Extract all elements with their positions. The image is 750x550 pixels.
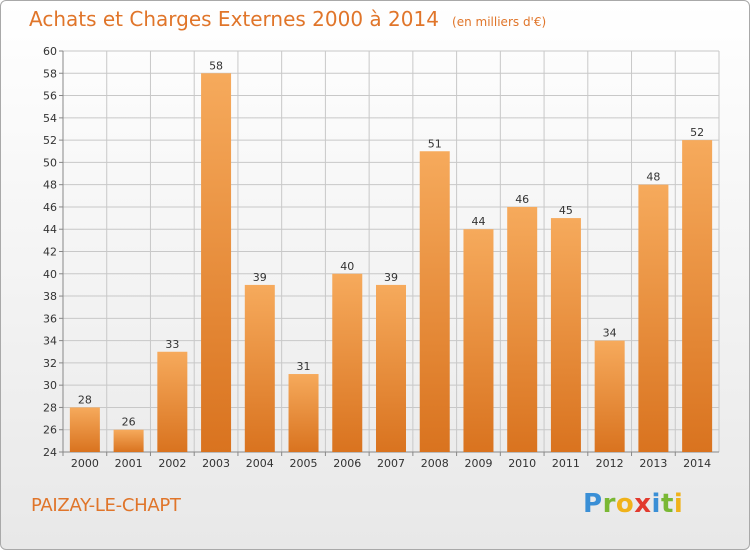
value-label-2013: 48	[646, 171, 660, 184]
y-tick-label: 60	[43, 45, 57, 58]
bar-2005	[288, 374, 319, 452]
y-tick-label: 58	[43, 67, 57, 80]
value-label-2000: 28	[78, 393, 92, 406]
bar-2004	[244, 284, 275, 452]
bar-2010	[507, 206, 538, 452]
bar-2008	[419, 151, 450, 452]
bars	[69, 73, 713, 453]
value-label-2008: 51	[428, 137, 442, 150]
value-label-2004: 39	[253, 271, 267, 284]
x-tick-label-2009: 2009	[464, 457, 492, 470]
x-tick-label-2008: 2008	[421, 457, 449, 470]
bar-2011	[550, 218, 581, 452]
chart-subtitle: (en milliers d'€)	[452, 15, 547, 29]
x-tick-label-2011: 2011	[552, 457, 580, 470]
logo-letter: i	[651, 489, 661, 519]
logo-letter: t	[660, 489, 674, 519]
x-tick-label-2000: 2000	[71, 457, 99, 470]
y-tick-label: 28	[43, 401, 57, 414]
x-tick-label-2010: 2010	[508, 457, 536, 470]
y-tick-label: 44	[43, 223, 57, 236]
x-tick-label-2012: 2012	[596, 457, 624, 470]
value-label-2001: 26	[122, 416, 136, 429]
value-label-2012: 34	[603, 327, 617, 340]
logo-letter: r	[602, 489, 616, 519]
x-tick-label-2003: 2003	[202, 457, 230, 470]
logo-letter: x	[634, 489, 652, 519]
y-tick-label: 50	[43, 156, 57, 169]
value-label-2009: 44	[471, 215, 485, 228]
x-tick-label-2006: 2006	[333, 457, 361, 470]
bar-2000	[69, 407, 100, 452]
labels: 24 26 28 30 32 34 36 38 40 42 44 46 48 50 52 54 56 58 60 28…	[43, 45, 711, 470]
y-tick-label: 56	[43, 90, 57, 103]
y-tick-label: 30	[43, 379, 57, 392]
value-label-2010: 46	[515, 193, 529, 206]
y-tick-label: 36	[43, 312, 57, 325]
y-tick-label: 40	[43, 268, 57, 281]
value-label-2011: 45	[559, 204, 573, 217]
logo-letter: i	[673, 489, 684, 519]
value-label-2006: 40	[340, 260, 354, 273]
y-tick-label: 32	[43, 357, 57, 370]
y-tick-label: 54	[43, 112, 57, 125]
bar-2007	[376, 284, 406, 452]
x-tick-label-2014: 2014	[683, 457, 711, 470]
bar-2013	[638, 184, 669, 452]
chart-title: Achats et Charges Externes 2000 à 2014	[29, 7, 439, 31]
logo-letter: P	[583, 489, 603, 519]
x-tick-label-2001: 2001	[115, 457, 143, 470]
y-tick-label: 34	[43, 335, 57, 348]
location-name: PAIZAY-LE-CHAPT	[31, 495, 181, 516]
bar-2001	[113, 429, 144, 452]
y-tick-label: 42	[43, 246, 57, 259]
x-tick-label-2007: 2007	[377, 457, 405, 470]
value-label-2014: 52	[690, 126, 704, 139]
y-tick-label: 48	[43, 179, 57, 192]
y-tick-label: 52	[43, 134, 57, 147]
bar-2009	[463, 229, 494, 452]
y-tick-label: 38	[43, 290, 57, 303]
y-tick-label: 24	[43, 446, 57, 459]
proxiti-logo: Proxiti	[583, 489, 683, 519]
bar-2012	[594, 340, 625, 452]
value-label-2003: 58	[209, 59, 223, 72]
bar-2003	[201, 73, 232, 453]
x-tick-label-2004: 2004	[246, 457, 274, 470]
value-label-2005: 31	[297, 360, 311, 373]
value-label-2007: 39	[384, 271, 398, 284]
x-tick-label-2002: 2002	[158, 457, 186, 470]
y-tick-label: 26	[43, 424, 57, 437]
bar-2014	[682, 140, 713, 452]
chart-title-block: Achats et Charges Externes 2000 à 2014 (…	[29, 7, 546, 31]
x-tick-label-2005: 2005	[290, 457, 318, 470]
bar-2006	[332, 273, 363, 452]
y-tick-label: 46	[43, 201, 57, 214]
x-tick-label-2013: 2013	[639, 457, 667, 470]
value-label-2002: 33	[165, 338, 179, 351]
bar-2002	[157, 351, 188, 452]
logo-letter: o	[615, 489, 635, 519]
